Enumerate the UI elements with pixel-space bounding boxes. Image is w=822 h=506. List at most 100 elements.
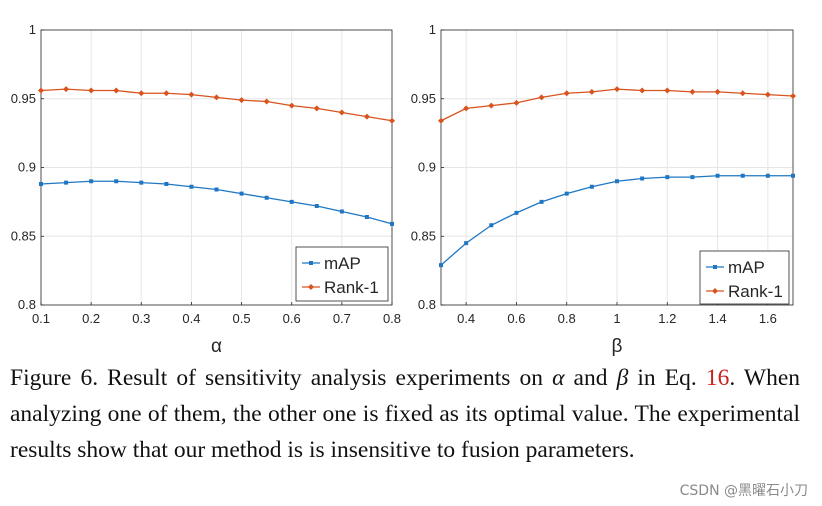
map-point [439,263,443,268]
legend: mAP Rank-1 [699,250,790,305]
legend-map-label: mAP [728,258,765,277]
rank-1-point [764,91,771,98]
y-tick-label: 0.95 [411,91,436,106]
x-tick-label: 0.5 [233,311,251,326]
caption-alpha: α [552,365,565,391]
x-tick-label: 1.6 [759,311,777,326]
rank-1-point [438,117,444,124]
x-tick-label: 0.4 [182,311,200,326]
map-point [489,223,494,228]
map-point [39,182,43,186]
map-point [464,241,469,246]
legend: mAP Rank-1 [295,246,389,302]
rank-1-point [113,87,120,94]
rank-1-point [588,88,595,95]
rank-1-point [263,98,270,105]
x-tick-label: 1 [613,311,620,326]
x-axis-label: β [612,336,623,357]
map-point [791,173,795,178]
x-tick-label: 0.7 [333,311,351,326]
rank-1-point [338,109,345,116]
rank-1-point [463,105,470,112]
rank-1-point [163,90,170,97]
map-point [589,184,594,189]
map-point [64,180,69,185]
rank-1-point [689,88,696,95]
map-point [239,191,244,196]
rank-1-point [513,99,520,106]
y-tick-label: 0.8 [18,297,36,312]
legend-rank-1-label: Rank-1 [728,282,783,301]
rank-1-point [238,97,245,104]
x-axis-label: α [211,336,222,357]
map-point [514,210,519,215]
map-point [765,173,770,178]
equation-reference-link[interactable]: 16 [705,365,730,391]
map-point [339,209,344,214]
caption-label: Figure 6. [10,365,99,391]
map-point [114,179,119,184]
y-tick-label: 0.85 [411,228,436,243]
legend-map-label: mAP [324,254,361,273]
rank-1-point [38,87,44,94]
map-point [740,173,745,178]
alpha-sensitivity-chart: 0.1 0.2 0.3 0.4 0.5 0.6 0.7 0.8 0.8 0.85 0.9 0.95 1 α… [11,22,401,357]
legend-map-marker [309,261,313,265]
rank-1-point [188,91,195,98]
y-tick-label: 0.95 [11,91,36,106]
map-point [139,180,144,185]
x-tick-label: 1.4 [709,311,727,326]
rank-1-point [639,87,646,94]
rank-1-point [739,90,746,97]
map-point [264,195,269,200]
caption-text-2: in Eq. [628,365,706,391]
legend-rank-1-marker [308,284,314,290]
figure-caption: Figure 6. Result of sensitivity analysis… [10,360,800,468]
map-point [189,184,194,189]
legend-rank-1-label: Rank-1 [324,278,379,297]
x-tick-label: 1.2 [658,311,676,326]
legend-map-marker [713,265,717,269]
beta-sensitivity-chart: 0.4 0.6 0.8 1 1.2 1.4 1.6 0.8 0.85 0.9 0.95 1 β mAP Ra… [411,22,796,357]
rank-1-point [213,94,220,101]
rank-1-point [790,93,796,99]
x-tick-label: 0.3 [132,311,150,326]
rank-1-point [288,102,295,109]
rank-1-point [714,88,721,95]
map-point [539,199,544,204]
caption-text-1: Result of sensitivity analysis experimen… [98,365,553,391]
rank-1-point [614,86,620,93]
rank-1-point [538,94,545,101]
caption-and: and [564,365,617,391]
rank-1-point [389,117,395,124]
map-point [715,173,720,178]
y-tick-label: 0.9 [418,160,436,175]
rank-1-point [138,90,145,97]
x-tick-label: 0.8 [383,311,401,326]
caption-beta: β [616,365,629,391]
figure-charts: 0.1 0.2 0.3 0.4 0.5 0.6 0.7 0.8 0.8 0.85 0.9 0.95 1 α… [11,22,796,357]
rank-1-point [363,113,370,120]
rank-1-point [488,102,495,109]
map-point [364,215,369,219]
rank-1-point [88,87,95,94]
x-tick-label: 0.2 [82,311,100,326]
y-tick-label: 1 [29,22,36,37]
rank-1-series-line [40,88,393,122]
rank-1-point [664,87,671,94]
legend-box [295,246,389,302]
y-tick-label: 1 [429,22,436,37]
watermark: CSDN @黑曜石小刀 [677,480,810,500]
x-tick-label: 0.6 [507,311,525,326]
map-point [640,176,645,181]
map-point [214,187,219,192]
map-point [390,221,394,226]
map-point [665,175,670,180]
map-point [690,175,695,180]
rank-1-point [63,86,70,93]
rank-1-point [313,105,320,112]
x-tick-label: 0.1 [32,311,50,326]
map-point [314,204,319,208]
x-tick-label: 0.8 [558,311,576,326]
caption-text-3: . When analyzing one of them, the other … [10,365,801,463]
